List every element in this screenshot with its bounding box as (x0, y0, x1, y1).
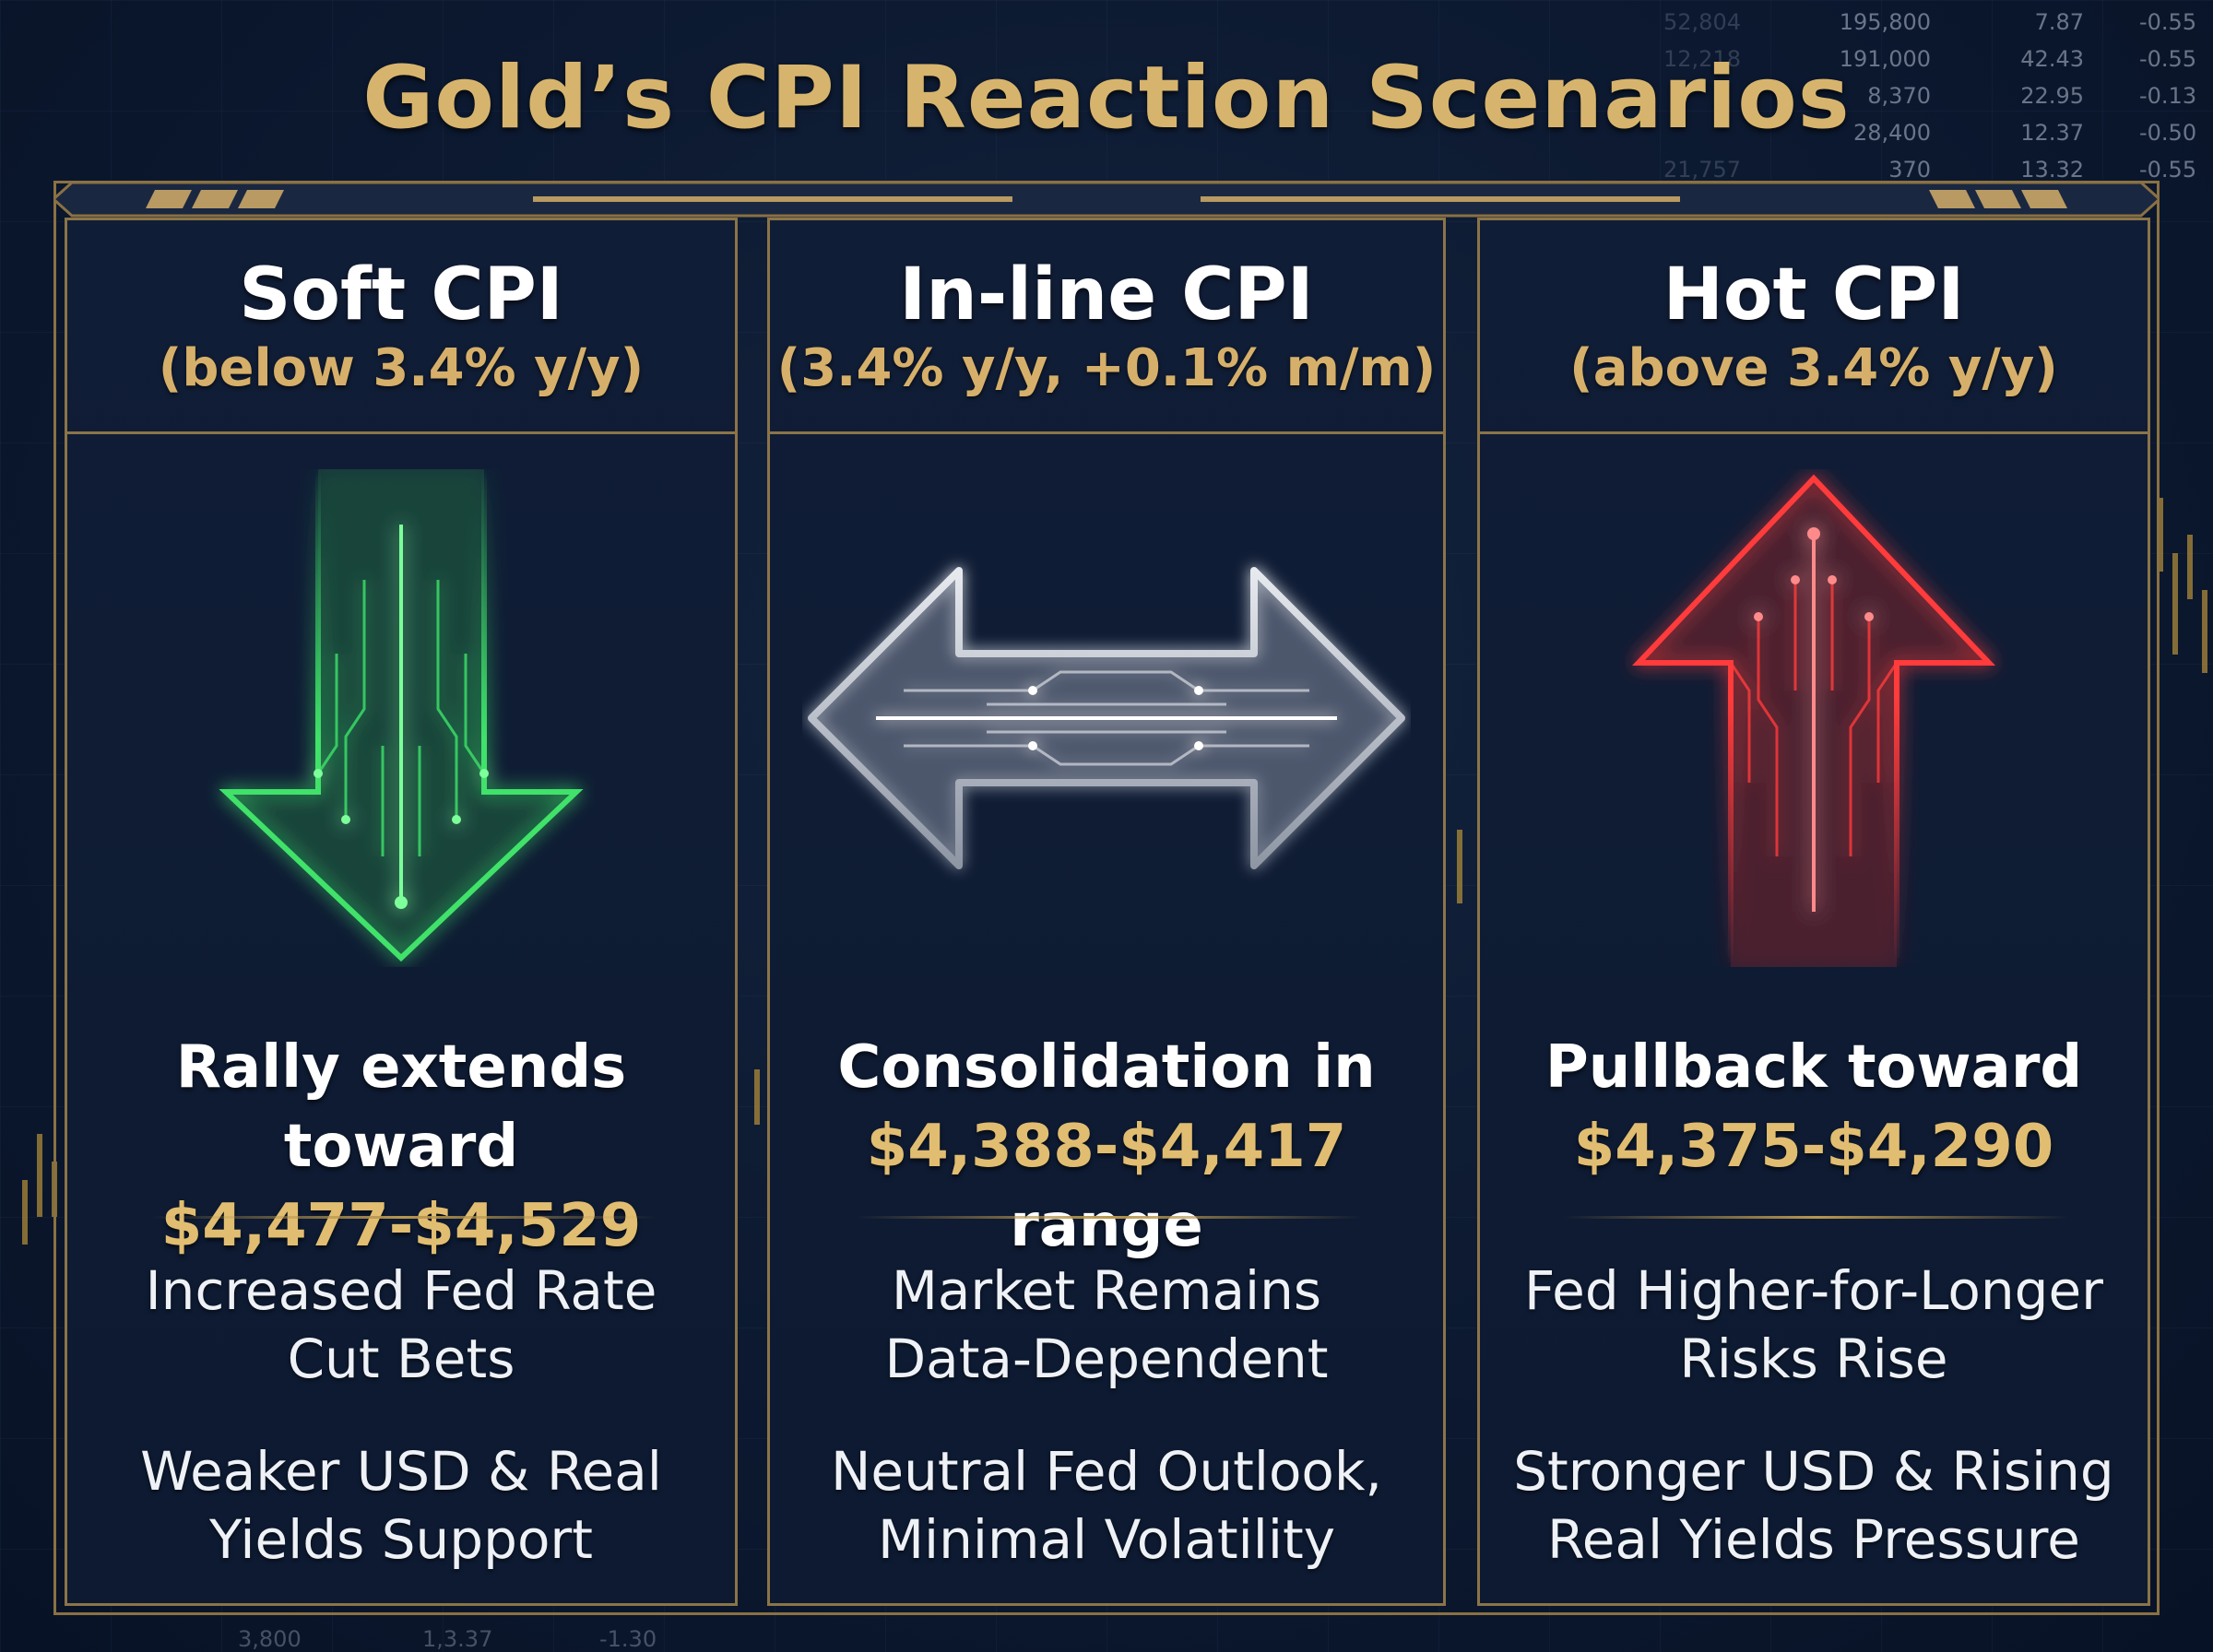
frame-top-ornament (53, 181, 2160, 218)
scenario-condition: (above 3.4% y/y) (1569, 338, 2058, 398)
ticker-bottom-value: 1,3.37 (422, 1626, 493, 1652)
page-title: Gold’s CPI Reaction Scenarios (362, 48, 1851, 148)
outcome-text: Pullback toward (1544, 1033, 2083, 1102)
ticker-bottom-value: 3,800 (238, 1626, 302, 1652)
up-arrow-icon (1480, 469, 2148, 967)
scenario-condition: (3.4% y/y, +0.1% m/m) (776, 338, 1437, 398)
scenario-panel-hot: Hot CPI (above 3.4% y/y) (1477, 218, 2150, 1606)
scenario-point: Market Remains Data-Dependent (770, 1257, 1443, 1393)
ticker-column: 52,804 12,218 21,757 (1663, 9, 1741, 183)
scenario-title: In-line CPI (899, 254, 1314, 336)
price-range: $4,388-$4,417 (866, 1113, 1347, 1181)
outcome-suffix: range (1010, 1192, 1203, 1260)
scenario-outcome: Consolidation in $4,388-$4,417 range (770, 1028, 1443, 1266)
point-line: Fed Higher-for-Longer (1523, 1259, 2104, 1322)
horizontal-double-arrow-icon (770, 543, 1443, 893)
scenario-point: Fed Higher-for-Longer Risks Rise (1480, 1257, 2148, 1393)
point-line: Risks Rise (1679, 1328, 1948, 1390)
ticker-column: -0.55 -0.55 -0.13 -0.50 -0.55 (2139, 9, 2197, 183)
point-line: Data-Dependent (884, 1328, 1329, 1390)
point-line: Neutral Fed Outlook, (831, 1440, 1382, 1503)
point-line: Stronger USD & Rising (1513, 1440, 2114, 1503)
point-line: Weaker USD & Real (140, 1440, 662, 1503)
price-range: $4,477-$4,529 (160, 1192, 642, 1260)
scenario-point: Increased Fed Rate Cut Bets (67, 1257, 735, 1393)
point-line: Increased Fed Rate (145, 1259, 657, 1322)
panel-header: Soft CPI (below 3.4% y/y) (67, 220, 735, 434)
point-line: Real Yields Pressure (1547, 1508, 2080, 1571)
down-arrow-icon (67, 469, 735, 967)
scenario-panel-inline: In-line CPI (3.4% y/y, +0.1% m/m) (767, 218, 1446, 1606)
scenario-title: Hot CPI (1663, 254, 1965, 336)
scenario-condition: (below 3.4% y/y) (158, 338, 645, 398)
ticker-column: 195,800 191,000 8,370 28,400 370 (1839, 9, 1931, 183)
divider (856, 1216, 1363, 1219)
scenario-point: Stronger USD & Rising Real Yields Pressu… (1480, 1437, 2148, 1574)
divider (150, 1216, 657, 1219)
scenario-point: Neutral Fed Outlook, Minimal Volatility (770, 1437, 1443, 1574)
price-range: $4,375-$4,290 (1573, 1113, 2054, 1181)
point-line: Minimal Volatility (877, 1508, 1336, 1571)
outcome-text: Consolidation in (837, 1033, 1376, 1102)
panel-header: Hot CPI (above 3.4% y/y) (1480, 220, 2148, 434)
outcome-text: Rally extends toward (175, 1033, 627, 1181)
point-line: Market Remains (891, 1259, 1322, 1322)
scenario-outcome: Pullback toward $4,375-$4,290 (1480, 1028, 2148, 1186)
ticker-bottom-value: -1.30 (599, 1626, 657, 1652)
scenario-outcome: Rally extends toward $4,477-$4,529 (67, 1028, 735, 1266)
scenario-title: Soft CPI (239, 254, 563, 336)
panel-header: In-line CPI (3.4% y/y, +0.1% m/m) (770, 220, 1443, 434)
scenario-point: Weaker USD & Real Yields Support (67, 1437, 735, 1574)
scenario-panel-soft: Soft CPI (below 3.4% y/y) (65, 218, 738, 1606)
point-line: Cut Bets (287, 1328, 515, 1390)
ticker-column: 7.87 42.43 22.95 12.37 13.32 (2020, 9, 2084, 183)
point-line: Yields Support (208, 1508, 594, 1571)
divider (1563, 1216, 2070, 1219)
